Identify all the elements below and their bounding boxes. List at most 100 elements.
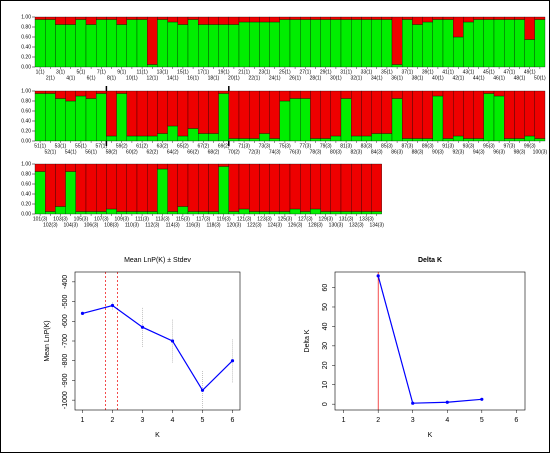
bar-segment bbox=[453, 16, 464, 38]
bar-segment bbox=[402, 90, 413, 139]
x-tick-label: 5 bbox=[201, 417, 205, 424]
bar-segment bbox=[228, 16, 240, 25]
bar-segment bbox=[361, 90, 372, 137]
bar-segment bbox=[65, 163, 76, 172]
bar-segment bbox=[55, 90, 66, 99]
bar-segment bbox=[177, 135, 189, 142]
x-tick-label: 74(3) bbox=[269, 149, 281, 155]
bar-segment bbox=[34, 19, 46, 68]
bar-segment bbox=[514, 16, 525, 20]
y-tick-label: 0.60 bbox=[21, 34, 31, 40]
bar-segment bbox=[126, 16, 138, 20]
bar-segment bbox=[167, 211, 178, 215]
bar-segment bbox=[106, 135, 117, 142]
bar-segment bbox=[442, 90, 454, 139]
bar-segment bbox=[116, 163, 127, 212]
bar-segment bbox=[45, 16, 56, 20]
bar-segment bbox=[75, 19, 87, 68]
bar-segment bbox=[493, 90, 505, 97]
bar-segment bbox=[300, 98, 311, 142]
y-tick-label: 1.00 bbox=[21, 88, 31, 94]
bar-segment bbox=[289, 90, 301, 99]
bar-segment bbox=[534, 19, 546, 68]
bar-segment bbox=[381, 19, 393, 68]
y-tick-label: 0.80 bbox=[21, 171, 31, 177]
x-tick-label: 104(3) bbox=[63, 222, 78, 228]
chart-title: Mean LnP(K) ± Stdev bbox=[124, 257, 191, 264]
x-tick-label: 114(3) bbox=[166, 222, 180, 228]
bar-segment bbox=[157, 168, 168, 215]
bar-segment bbox=[126, 19, 138, 68]
x-tick-label: 6 bbox=[231, 417, 235, 424]
bar-segment bbox=[279, 19, 291, 68]
x-tick-label: 50(1) bbox=[534, 75, 546, 81]
bar-segment bbox=[157, 90, 168, 134]
x-tick-label: 60(2) bbox=[126, 149, 138, 155]
x-tick-label: 42(1) bbox=[452, 75, 464, 81]
bar-segment bbox=[106, 208, 117, 215]
bar-segment bbox=[177, 90, 189, 137]
bar-segment bbox=[85, 98, 97, 142]
bar-segment bbox=[85, 163, 97, 212]
y-tick-label: 0.00 bbox=[21, 211, 31, 217]
x-tick-label: 59(2) bbox=[116, 143, 128, 149]
bar-segment bbox=[116, 24, 127, 68]
bar-segment bbox=[340, 16, 352, 20]
x-tick-label: 15(1) bbox=[177, 69, 189, 75]
bar-segment bbox=[473, 138, 484, 142]
y-tick-label: 50 bbox=[322, 303, 329, 311]
x-tick-label: 64(2) bbox=[167, 149, 179, 155]
bar-segment bbox=[320, 163, 331, 212]
point bbox=[230, 359, 235, 363]
bar-segment bbox=[351, 211, 362, 215]
bar-segment bbox=[473, 90, 484, 139]
bar-segment bbox=[238, 16, 250, 23]
x-tick-label: 99(3) bbox=[524, 143, 536, 149]
bar-segment bbox=[208, 16, 219, 25]
x-tick-label: 100(3) bbox=[533, 149, 548, 155]
x-tick-label: 52(1) bbox=[44, 149, 56, 155]
bar-segment bbox=[412, 16, 423, 25]
bar-segment bbox=[524, 135, 535, 142]
y-tick-label: 0 bbox=[322, 402, 329, 406]
bar-segment bbox=[371, 211, 382, 215]
bar-segment bbox=[116, 211, 127, 215]
x-tick-label: 34(1) bbox=[371, 75, 383, 81]
bar-segment bbox=[279, 16, 291, 20]
x-tick-label: 32(1) bbox=[350, 75, 362, 81]
y-tick-label: -600 bbox=[62, 314, 69, 328]
bar-segment bbox=[136, 135, 148, 142]
bar-segment bbox=[391, 64, 403, 68]
x-tick-label: 105(3) bbox=[74, 216, 89, 222]
bar-segment bbox=[320, 16, 331, 20]
bar-segment bbox=[289, 98, 301, 142]
bar-segment bbox=[432, 19, 444, 68]
x-tick-label: 4 bbox=[171, 417, 175, 424]
bar-segment bbox=[198, 90, 209, 134]
x-tick-label: 96(3) bbox=[493, 149, 505, 155]
x-tick-label: 84(3) bbox=[371, 149, 383, 155]
bar-segment bbox=[147, 64, 158, 68]
x-tick-label: 9(1) bbox=[117, 69, 126, 75]
bar-segment bbox=[493, 16, 505, 20]
bar-segment bbox=[136, 90, 148, 137]
bar-segment bbox=[514, 19, 525, 68]
bar-segment bbox=[493, 95, 505, 142]
bar-segment bbox=[371, 90, 382, 134]
bar-segment bbox=[412, 24, 423, 68]
bar-segment bbox=[96, 211, 107, 215]
bar-segment bbox=[55, 163, 66, 207]
bar-segment bbox=[504, 19, 515, 68]
x-tick-label: 13(1) bbox=[157, 69, 169, 75]
bar-segment bbox=[310, 16, 321, 20]
x-tick-label: 3 bbox=[411, 417, 415, 424]
bar-segment bbox=[361, 163, 372, 212]
bar-segment bbox=[34, 163, 46, 172]
bar-segment bbox=[238, 138, 250, 142]
bar-segment bbox=[167, 163, 178, 212]
bar-segment bbox=[238, 90, 250, 139]
x-tick-label: 16(1) bbox=[187, 75, 199, 81]
bar-segment bbox=[249, 21, 260, 68]
bar-segment bbox=[320, 138, 331, 142]
